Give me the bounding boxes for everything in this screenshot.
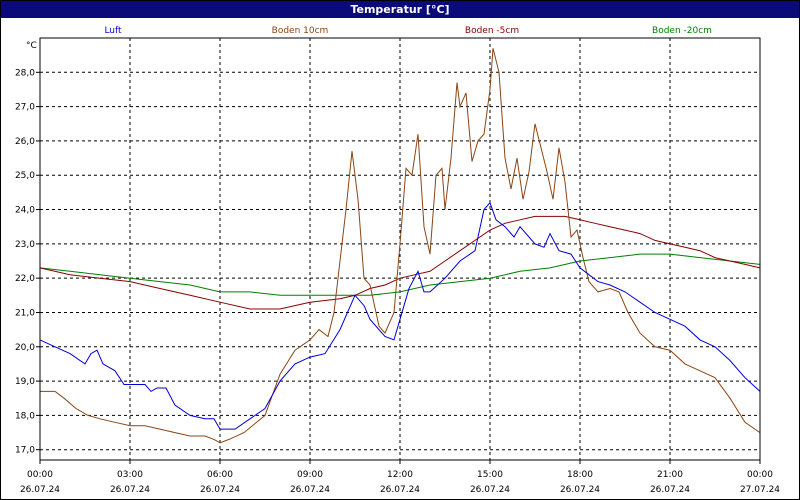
y-axis-labels: 17,0 18,0 19,0 20,0 21,0 22,0 23,0 24,0 25,0 26,0… — [15, 68, 35, 455]
x-tick-time-label: 06:00 — [207, 470, 233, 480]
y-tick-label: 22,0 — [15, 274, 35, 284]
x-tick-time-label: 00:00 — [27, 470, 53, 480]
x-tick-time-label: 15:00 — [477, 470, 503, 480]
legend-entry-boden-20cm: Boden -20cm — [652, 26, 712, 36]
x-tick-date-label: 26.07.24 — [470, 485, 510, 495]
x-tick-date-label: 26.07.24 — [380, 485, 420, 495]
legend-entry-luft: Luft — [104, 26, 122, 36]
y-tick-label: 24,0 — [15, 206, 35, 216]
series-lines — [39, 48, 761, 444]
y-tick-label: 19,0 — [15, 377, 35, 387]
y-axis-unit: °C — [26, 41, 37, 51]
x-tick-time-label: 03:00 — [117, 470, 143, 480]
x-tick-date-label: 26.07.24 — [650, 485, 690, 495]
y-tick-label: 25,0 — [15, 171, 35, 181]
x-tick-time-label: 21:00 — [657, 470, 683, 480]
x-tick-date-label: 26.07.24 — [200, 485, 240, 495]
legend-entry-boden-10cm: Boden 10cm — [272, 26, 329, 36]
legend-entry-boden-5cm: Boden -5cm — [465, 26, 519, 36]
x-tick-date-label: 26.07.24 — [560, 485, 600, 495]
x-tick-time-label: 12:00 — [387, 470, 413, 480]
y-tick-label: 23,0 — [15, 240, 35, 250]
y-tick-label: 28,0 — [15, 68, 35, 78]
series-line-luft — [39, 201, 761, 430]
legend: Luft Boden 10cm Boden -5cm Boden -20cm — [104, 26, 712, 36]
x-tick-time-label: 00:00 — [747, 470, 773, 480]
y-tick-label: 27,0 — [15, 103, 35, 113]
chart-title: Temperatur [°C] — [1, 1, 799, 18]
y-tick-label: 26,0 — [15, 137, 35, 147]
y-tick-label: 20,0 — [15, 343, 35, 353]
series-line-boden-5cm — [39, 215, 761, 310]
series-line-boden-20cm — [39, 253, 761, 296]
x-tick-date-label: 26.07.24 — [110, 485, 150, 495]
y-tick-label: 17,0 — [15, 446, 35, 456]
x-tick-time-label: 09:00 — [297, 470, 323, 480]
x-tick-date-label: 26.07.24 — [290, 485, 330, 495]
x-tick-date-label: 27.07.24 — [740, 485, 780, 495]
x-tick-date-label: 26.07.24 — [20, 485, 60, 495]
y-tick-label: 21,0 — [15, 308, 35, 318]
y-tick-label: 18,0 — [15, 411, 35, 421]
x-axis-labels: 00:00 26.07.24 03:00 26.07.24 06:00 26.07.24 0… — [20, 470, 780, 495]
x-tick-time-label: 18:00 — [567, 470, 593, 480]
plot-frame — [39, 37, 761, 461]
series-line-boden-10cm — [40, 48, 761, 444]
grid-lines — [36, 38, 761, 464]
